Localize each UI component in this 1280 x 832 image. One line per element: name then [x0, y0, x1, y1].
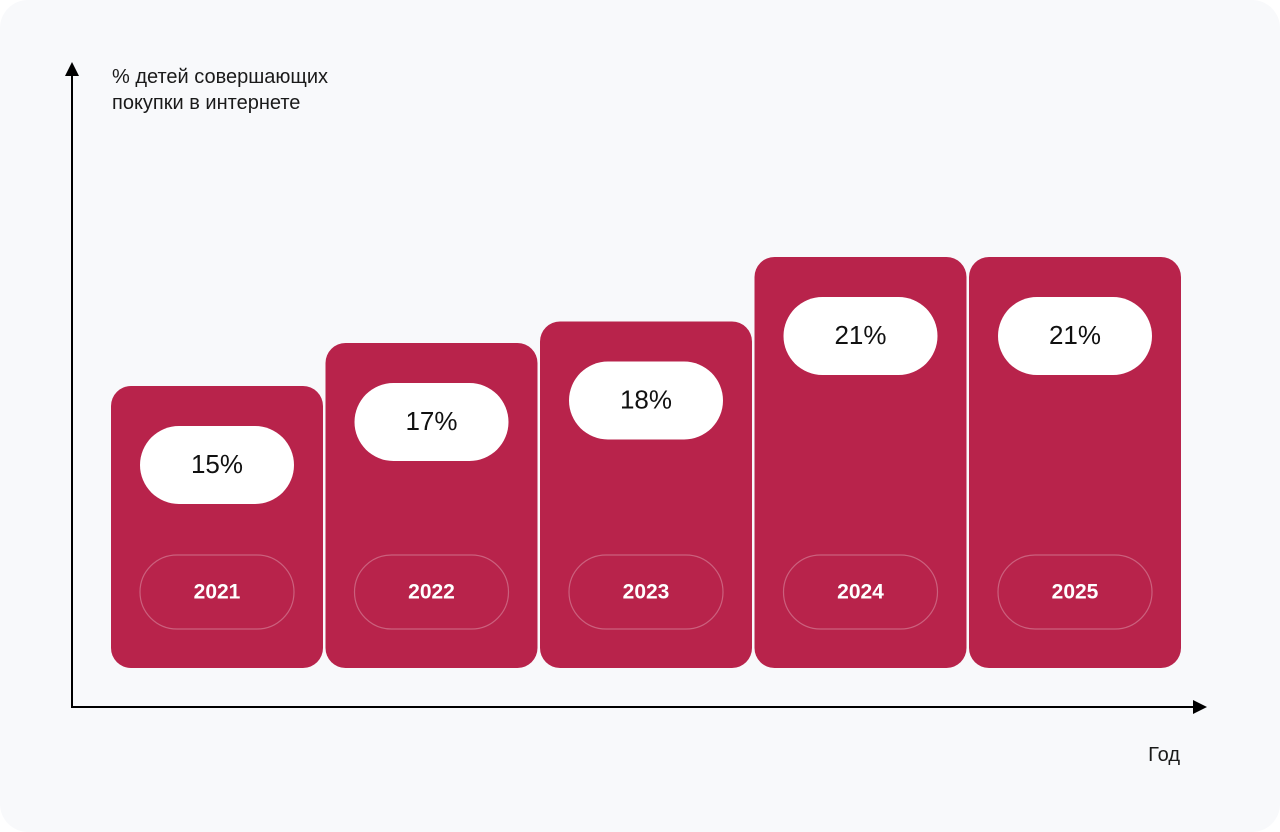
year-pill: [353, 554, 510, 630]
x-axis: [71, 700, 1207, 714]
x-axis-label: Год: [1148, 744, 1180, 766]
year-pill: [139, 554, 295, 630]
bar-2022: 17% 2022: [325, 343, 538, 668]
y-axis-label: % детей совершающих покупки в интернете: [112, 66, 329, 114]
x-tick-label: 2022: [408, 581, 455, 604]
value-pill: [783, 297, 938, 375]
value-pill: [998, 297, 1152, 375]
bar-2025: 21% 2025: [969, 257, 1181, 668]
year-pill: [568, 554, 724, 630]
bar-2021: 15% 2021: [111, 386, 323, 668]
value-pill: [354, 383, 509, 461]
x-tick-label: 2021: [194, 581, 241, 604]
value-pill: [569, 361, 723, 440]
x-tick-label: 2025: [1052, 581, 1099, 604]
x-axis-arrow-icon: [1193, 700, 1207, 714]
x-tick-label: 2023: [623, 581, 670, 604]
data-label: 18%: [620, 384, 672, 414]
x-tick-label: 2024: [837, 581, 884, 604]
y-axis-arrow-icon: [65, 62, 79, 76]
data-label: 15%: [191, 449, 243, 479]
data-label: 17%: [405, 406, 457, 436]
bars-group: 15% 2021 17% 2022 18% 2023 21% 2024 21% 2025: [111, 257, 1181, 668]
data-label: 21%: [834, 320, 886, 350]
y-axis: [65, 62, 79, 707]
bar-2023: 18% 2023: [540, 321, 752, 668]
year-pill: [997, 554, 1153, 630]
data-label: 21%: [1049, 320, 1101, 350]
value-pill: [140, 426, 294, 504]
year-pill: [782, 554, 939, 630]
bar-2024: 21% 2024: [754, 257, 967, 668]
